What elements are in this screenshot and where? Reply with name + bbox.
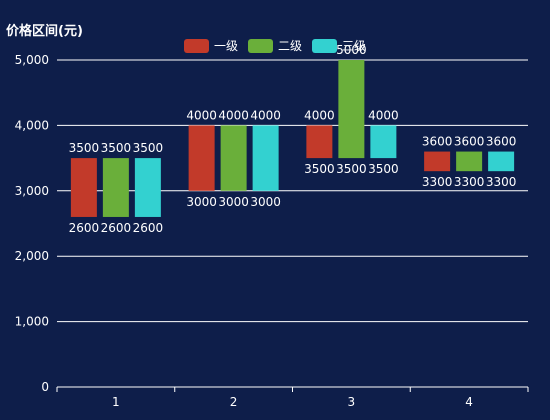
- bar-high-label: 3500: [133, 141, 164, 155]
- bar-high-label: 5000: [336, 43, 367, 57]
- bar: [488, 151, 515, 172]
- bar-high-label: 3500: [101, 141, 132, 155]
- bar: [70, 158, 97, 217]
- bar: [188, 125, 215, 191]
- bar-high-label: 4000: [304, 108, 335, 122]
- bar-low-label: 2600: [101, 221, 132, 235]
- x-axis: 1 2 3 4: [56, 386, 529, 409]
- bar-low-label: 3500: [304, 162, 335, 176]
- y-tick-labels: 0 1,000 2,000 3,000 4,000 5,000: [15, 53, 49, 394]
- bar-high-label: 3600: [454, 135, 485, 149]
- legend-label-series-3: 三级: [342, 39, 367, 53]
- bar-low-label: 3300: [454, 175, 485, 189]
- bar: [306, 125, 333, 159]
- y-tick-label: 0: [41, 380, 49, 394]
- y-tick-label: 5,000: [15, 53, 49, 67]
- bar-high-label: 3600: [422, 135, 453, 149]
- data-labels: 3500 2600 3500 2600 3500 2600 4000 3000 4000 3000…: [69, 43, 517, 235]
- bar: [220, 125, 247, 191]
- bar-high-label: 3500: [69, 141, 100, 155]
- legend-label-series-1: 一级: [214, 39, 239, 53]
- bar: [370, 125, 397, 159]
- y-tick-label: 4,000: [15, 118, 49, 132]
- x-tick-label: 1: [112, 395, 120, 409]
- bar-low-label: 3500: [336, 162, 367, 176]
- bar: [252, 125, 279, 191]
- bar: [338, 60, 365, 159]
- bar-low-label: 3000: [250, 195, 281, 209]
- bars: [70, 60, 515, 217]
- bar-high-label: 4000: [250, 108, 281, 122]
- bar-high-label: 3600: [486, 135, 517, 149]
- x-tick-label: 4: [465, 395, 473, 409]
- legend-item-series-1[interactable]: 一级: [184, 37, 238, 54]
- legend-swatch-series-2: [248, 38, 274, 53]
- bar: [424, 151, 451, 172]
- bar: [102, 158, 129, 217]
- bar-low-label: 3300: [486, 175, 517, 189]
- bar-low-label: 2600: [133, 221, 164, 235]
- bar-low-label: 3300: [422, 175, 453, 189]
- x-tick-label: 3: [348, 395, 356, 409]
- bar-low-label: 3000: [186, 195, 217, 209]
- bar-low-label: 2600: [69, 221, 100, 235]
- bar: [134, 158, 161, 217]
- bar: [456, 151, 483, 172]
- legend-label-series-2: 二级: [278, 39, 303, 53]
- bar-low-label: 3500: [368, 162, 399, 176]
- y-tick-label: 2,000: [15, 249, 49, 263]
- legend: 一级 二级 三级: [184, 37, 376, 54]
- bar-high-label: 4000: [186, 108, 217, 122]
- bar-high-label: 4000: [368, 108, 399, 122]
- legend-item-series-2[interactable]: 二级: [248, 37, 302, 54]
- legend-swatch-series-1: [184, 38, 209, 53]
- legend-swatch-series-3: [312, 38, 338, 53]
- y-tick-label: 3,000: [15, 184, 49, 198]
- x-tick-label: 2: [230, 395, 238, 409]
- bar-low-label: 3000: [218, 195, 249, 209]
- legend-item-series-3[interactable]: 三级: [312, 37, 366, 54]
- bar-high-label: 4000: [218, 108, 249, 122]
- y-axis-title: 价格区间(元): [6, 23, 83, 39]
- y-tick-label: 1,000: [15, 315, 49, 329]
